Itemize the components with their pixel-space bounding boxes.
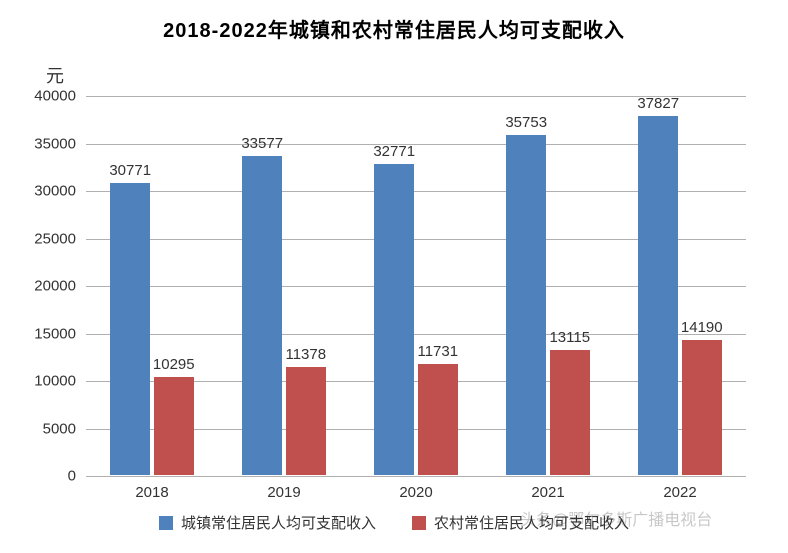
- y-tick-label: 0: [68, 468, 86, 485]
- y-tick-label: 5000: [43, 420, 86, 437]
- y-tick-label: 25000: [34, 230, 86, 247]
- x-tick-label: 2021: [531, 476, 564, 501]
- legend-swatch: [412, 516, 426, 530]
- bar: 11378: [286, 367, 326, 475]
- bar-value-label: 13115: [549, 329, 590, 350]
- chart-plot-area: 0500010000150002000025000300003500040000…: [86, 96, 746, 476]
- y-axis-unit: 元: [46, 62, 64, 88]
- chart-title: 2018-2022年城镇和农村常住居民人均可支配收入: [0, 0, 788, 43]
- legend-item: 城镇常住居民人均可支配收入: [159, 512, 376, 533]
- bar-value-label: 10295: [153, 356, 195, 377]
- bar: 30771: [110, 183, 150, 475]
- y-tick-label: 15000: [34, 325, 86, 342]
- bar: 33577: [242, 156, 282, 475]
- bar-value-label: 33577: [241, 135, 283, 156]
- bar-value-label: 11731: [417, 343, 458, 364]
- bar: 14190: [682, 340, 722, 475]
- y-tick-label: 20000: [34, 278, 86, 295]
- bar-value-label: 30771: [109, 162, 151, 183]
- x-tick-label: 2019: [267, 476, 300, 501]
- bar-value-label: 11378: [285, 346, 326, 367]
- bar-value-label: 14190: [681, 319, 723, 340]
- bar-value-label: 35753: [505, 114, 547, 135]
- x-tick-label: 2018: [135, 476, 168, 501]
- y-tick-label: 30000: [34, 183, 86, 200]
- x-tick-label: 2022: [663, 476, 696, 501]
- plot: 0500010000150002000025000300003500040000…: [86, 96, 746, 476]
- watermark-text: 头条@鄂尔多斯广播电视台: [520, 506, 712, 530]
- bar: 35753: [506, 135, 546, 475]
- bar: 10295: [154, 377, 194, 475]
- bar: 11731: [418, 364, 458, 475]
- legend-swatch: [159, 516, 173, 530]
- bar-value-label: 32771: [373, 143, 415, 164]
- y-tick-label: 10000: [34, 373, 86, 390]
- bar: 13115: [550, 350, 590, 475]
- x-tick-label: 2020: [399, 476, 432, 501]
- bar: 32771: [374, 164, 414, 475]
- bar-value-label: 37827: [637, 95, 679, 116]
- y-tick-label: 35000: [34, 135, 86, 152]
- legend-label: 城镇常住居民人均可支配收入: [181, 512, 376, 533]
- bar: 37827: [638, 116, 678, 475]
- y-tick-label: 40000: [34, 88, 86, 105]
